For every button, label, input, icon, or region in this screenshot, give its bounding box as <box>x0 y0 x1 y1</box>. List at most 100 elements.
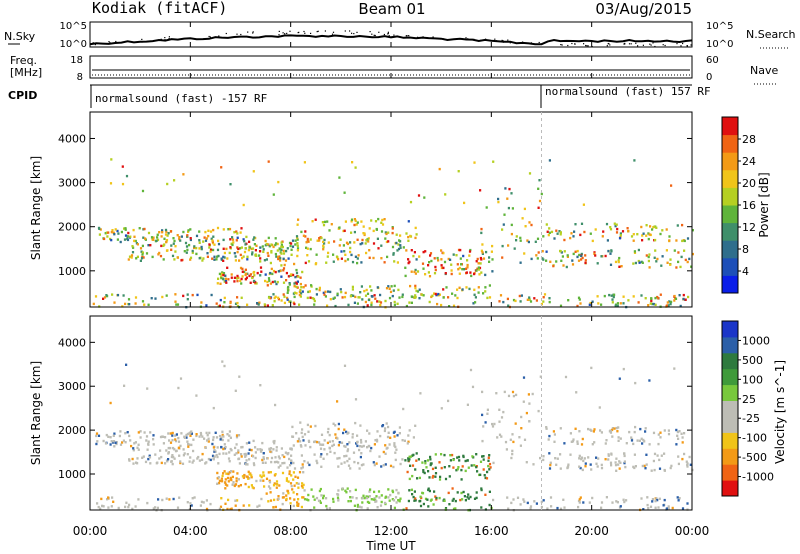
echo-cell <box>131 251 135 254</box>
echo-cell <box>287 275 290 278</box>
echo-cell <box>249 273 252 276</box>
noise-search-point <box>187 37 189 40</box>
echo-cell <box>356 434 359 437</box>
echo-cell <box>111 496 114 499</box>
echo-cell <box>537 187 540 190</box>
echo-cell <box>162 244 165 247</box>
echo-cell <box>570 232 573 235</box>
echo-cell <box>220 166 223 169</box>
echo-cell <box>224 483 227 486</box>
echo-cell <box>620 265 623 268</box>
echo-cell <box>116 229 119 233</box>
echo-cell <box>422 267 425 270</box>
echo-cell <box>558 230 561 233</box>
y-tick-label: 4000 <box>58 132 86 145</box>
echo-cell <box>338 226 341 229</box>
echo-cell <box>374 439 377 442</box>
echo-cell <box>609 226 612 229</box>
colorbar-segment <box>722 400 738 417</box>
echo-cell <box>636 439 639 442</box>
echo-cell <box>480 249 483 252</box>
echo-cell <box>362 494 365 497</box>
echo-cell <box>346 443 349 446</box>
noise-search-point <box>561 44 563 46</box>
echo-cell <box>394 445 397 449</box>
echo-cell <box>535 299 538 302</box>
echo-cell <box>639 427 642 431</box>
cpid-mode-0: normalsound (fast) -157 RF <box>95 92 267 105</box>
echo-cell <box>540 192 543 196</box>
echo-cell <box>434 292 437 296</box>
echo-cell <box>286 291 289 294</box>
noise-search-point <box>316 31 318 33</box>
echo-cell <box>640 497 643 500</box>
echo-cell <box>499 294 503 297</box>
echo-cell <box>654 506 657 509</box>
echo-cell <box>259 266 263 269</box>
echo-cell <box>530 257 533 261</box>
echo-cell <box>206 434 209 437</box>
echo-cell <box>391 231 394 235</box>
noise-search-point <box>387 31 389 33</box>
echo-cell <box>188 431 191 435</box>
echo-cell <box>240 455 243 458</box>
echo-cell <box>367 240 370 243</box>
echo-cell <box>668 300 671 303</box>
echo-cell <box>261 441 264 445</box>
echo-cell <box>159 254 163 258</box>
echo-cell <box>187 445 190 448</box>
echo-cell <box>198 239 201 242</box>
echo-cell <box>327 241 330 244</box>
echo-cell <box>217 462 220 465</box>
noise-tick-bottom-left: 10^0 <box>60 39 87 50</box>
echo-cell <box>156 238 160 242</box>
echo-cell <box>384 463 387 466</box>
station-title: Kodiak (fitACF) <box>92 0 227 17</box>
echo-cell <box>659 232 662 236</box>
echo-cell <box>234 389 237 392</box>
echo-cell <box>279 464 282 467</box>
echo-cell <box>595 456 598 459</box>
echo-cell <box>173 457 176 460</box>
freq-label-line2: [MHz] <box>10 66 42 79</box>
echo-cell <box>260 448 263 452</box>
echo-cell <box>619 461 622 464</box>
echo-cell <box>398 500 401 503</box>
noise-search-point <box>623 43 625 45</box>
echo-cell <box>325 261 328 264</box>
echo-cell <box>179 460 182 463</box>
echo-cell <box>300 286 303 289</box>
echo-cell <box>325 504 328 508</box>
echo-cell <box>223 364 226 368</box>
echo-cell <box>656 454 659 457</box>
echo-cell <box>351 288 354 291</box>
echo-cell <box>123 384 126 387</box>
echo-cell <box>454 294 457 297</box>
echo-cell <box>433 272 437 275</box>
echo-cell <box>301 435 304 439</box>
echo-cell <box>379 504 383 507</box>
echo-cell <box>527 240 530 244</box>
echo-cell <box>275 446 278 449</box>
echo-cell <box>235 239 238 242</box>
echo-cell <box>308 463 311 467</box>
noise-search-point <box>635 42 637 44</box>
echo-cell <box>393 430 396 434</box>
echo-cell <box>171 454 174 457</box>
echo-cell <box>438 478 442 481</box>
echo-cell <box>668 235 671 238</box>
echo-cell <box>200 301 203 304</box>
noise-search-point <box>109 42 111 44</box>
echo-cell <box>189 434 192 437</box>
echo-cell <box>456 456 459 459</box>
echo-cell <box>464 499 467 502</box>
echo-cell <box>237 449 240 452</box>
echo-cell <box>112 434 115 437</box>
echo-cell <box>129 235 132 238</box>
echo-cell <box>369 449 372 453</box>
echo-cell <box>478 266 482 270</box>
echo-cell <box>605 222 609 226</box>
echo-cell <box>618 237 622 240</box>
echo-cell <box>524 225 527 228</box>
echo-cell <box>439 475 442 479</box>
